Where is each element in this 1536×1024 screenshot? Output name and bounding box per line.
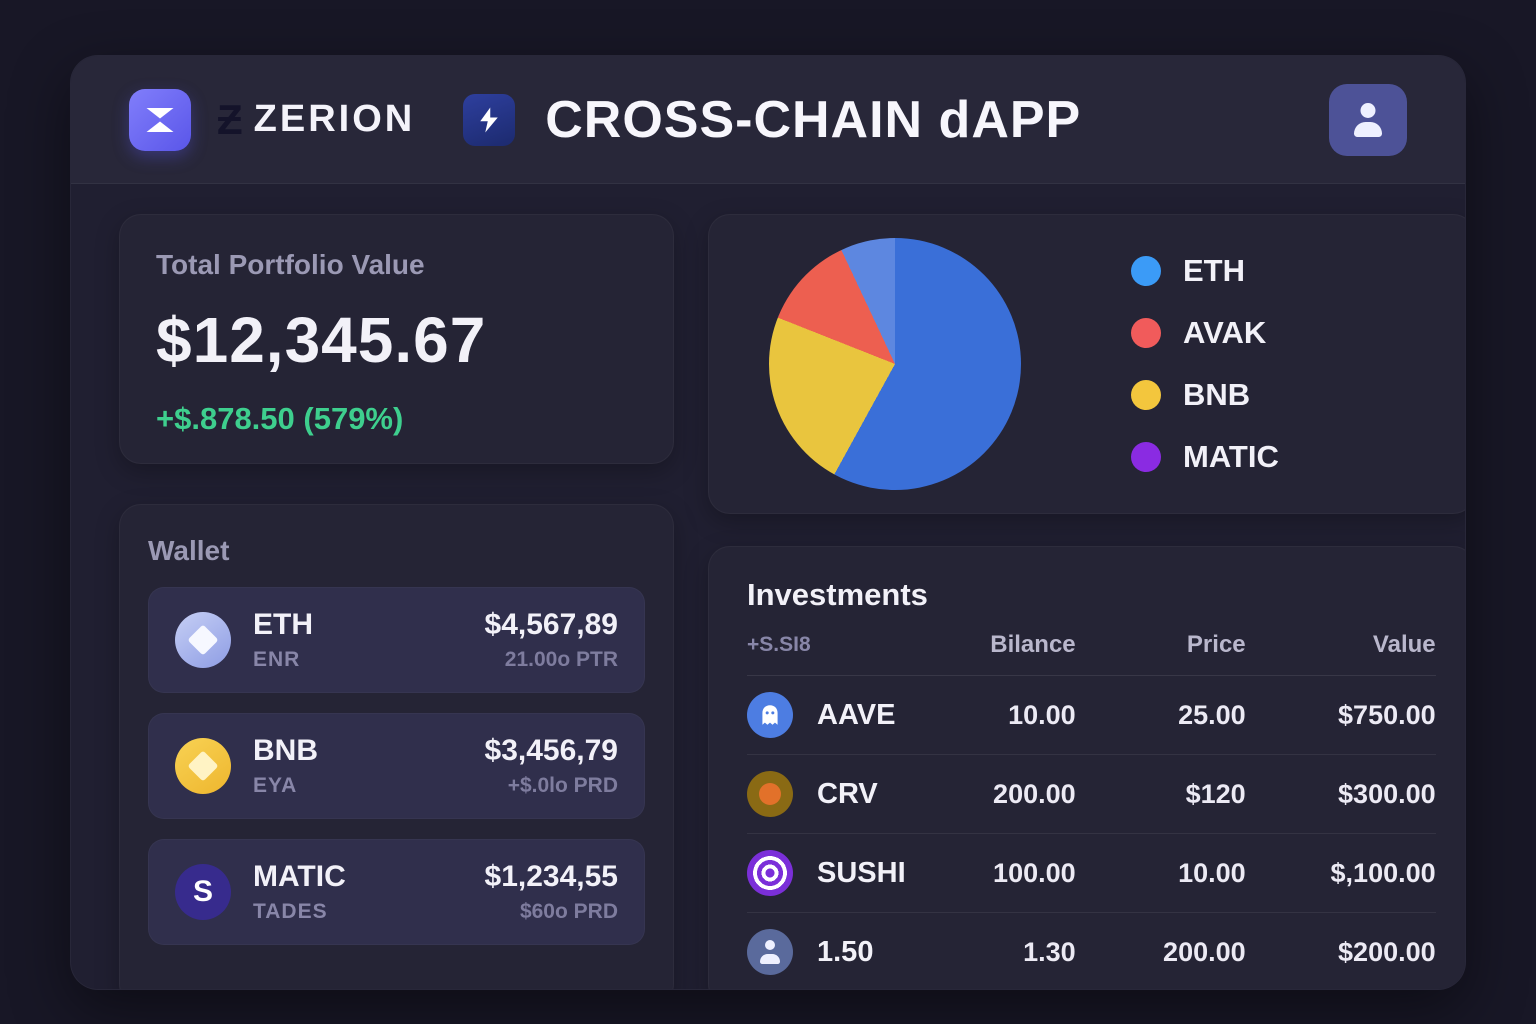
wallet-asset-values: $3,456,79 +$.0lo PRD (485, 734, 618, 798)
legend-dot (1131, 442, 1161, 472)
bnb-icon (175, 738, 231, 794)
wallet-value: $4,567,89 (484, 608, 618, 641)
app-window: Ƶ ZERION CROSS-CHAIN dAPP Total Portfoli… (70, 55, 1466, 990)
brand-name: Ƶ ZERION (217, 96, 415, 144)
user-asset-icon (747, 929, 793, 975)
asset-value: $300.00 (1338, 778, 1436, 809)
allocation-card: ETH AVAK BNB MATIC (708, 214, 1465, 514)
asset-balance: 100.00 (993, 857, 1076, 888)
dapp-logo-icon (463, 93, 516, 146)
portfolio-label: Total Portfolio Value (156, 249, 425, 280)
aave-icon (747, 692, 793, 738)
legend-dot (1131, 318, 1161, 348)
person-icon (758, 940, 782, 964)
sushi-icon (747, 850, 793, 896)
legend-dot (1131, 380, 1161, 410)
crv-icon (747, 771, 793, 817)
wallet-value-sub: +$.0lo PRD (507, 774, 618, 797)
brand-text: ZERION (253, 98, 416, 140)
column-header-balance: Bilance (990, 631, 1076, 658)
asset-cell: 1.50 (747, 929, 906, 975)
wallet-symbol-sub: ENR (253, 648, 301, 671)
legend-dot (1131, 256, 1161, 286)
wallet-symbol: BNB (253, 734, 318, 767)
portfolio-value: $12,345.67 (156, 304, 487, 376)
wallet-row-eth[interactable]: ETH ENR $4,567,89 21.00o PTR (148, 587, 645, 693)
investment-row-sushi[interactable]: SUSHI 100.00 10.00 $,100.00 (747, 834, 1436, 913)
asset-name: AAVE (817, 698, 896, 731)
portfolio-change: +$.878.50 (579%) (156, 401, 404, 436)
asset-price: 25.00 (1178, 699, 1246, 730)
page-title: CROSS-CHAIN dAPP (545, 90, 1082, 149)
investments-card: Investments +S.SI8 Bilance Price Value (708, 546, 1465, 989)
main-content: Total Portfolio Value $12,345.67 +$.878.… (71, 184, 1465, 989)
asset-name: CRV (817, 777, 878, 810)
asset-cell: AAVE (747, 692, 906, 738)
legend-label: MATIC (1183, 439, 1279, 474)
asset-cell: SUSHI (747, 850, 906, 896)
zerion-logo-icon (129, 88, 191, 151)
legend-label: AVAK (1183, 315, 1267, 350)
asset-name: 1.50 (817, 935, 874, 968)
legend-label: BNB (1183, 377, 1251, 412)
wallet-card: Wallet ETH ENR $4,567,89 21.00o PTR (119, 504, 674, 989)
pie-chart (769, 238, 1021, 490)
asset-price: 10.00 (1178, 857, 1246, 888)
wallet-asset-info: MATIC TADES (253, 860, 346, 924)
right-column: ETH AVAK BNB MATIC (708, 214, 1465, 989)
wallet-asset-info: BNB EYA (253, 734, 318, 798)
investments-title: Investments (747, 577, 928, 612)
wallet-symbol-sub: TADES (253, 900, 328, 923)
asset-balance: 10.00 (1008, 699, 1076, 730)
wallet-label: Wallet (148, 535, 230, 566)
wallet-asset-info: ETH ENR (253, 608, 313, 672)
legend-item-bnb: BNB (1131, 377, 1279, 413)
header: Ƶ ZERION CROSS-CHAIN dAPP (71, 56, 1465, 184)
asset-price: $120 (1185, 778, 1246, 809)
investment-row-aave[interactable]: AAVE 10.00 25.00 $750.00 (747, 676, 1436, 755)
asset-value: $200.00 (1338, 936, 1436, 967)
legend-label: ETH (1183, 253, 1245, 288)
column-header-value: Value (1372, 631, 1436, 658)
asset-price: 200.00 (1163, 936, 1246, 967)
portfolio-card: Total Portfolio Value $12,345.67 +$.878.… (119, 214, 674, 464)
z-mark-icon: Ƶ (217, 95, 246, 143)
column-header-price: Price (1186, 631, 1246, 658)
asset-cell: CRV (747, 771, 906, 817)
asset-name: SUSHI (817, 856, 906, 889)
investment-row-crv[interactable]: CRV 200.00 $120 $300.00 (747, 755, 1436, 834)
matic-icon: S (175, 864, 231, 920)
wallet-row-bnb[interactable]: BNB EYA $3,456,79 +$.0lo PRD (148, 713, 645, 819)
avatar-button[interactable] (1329, 83, 1407, 156)
wallet-asset-values: $4,567,89 21.00o PTR (485, 608, 618, 672)
investment-row-user[interactable]: 1.50 1.30 200.00 $200.00 (747, 913, 1436, 989)
wallet-row-matic[interactable]: S MATIC TADES $1,234,55 $60o PRD (148, 839, 645, 945)
pie-legend: ETH AVAK BNB MATIC (1131, 253, 1279, 475)
asset-balance: 200.00 (993, 778, 1076, 809)
eth-icon (175, 612, 231, 668)
wallet-symbol: ETH (253, 608, 313, 641)
legend-item-eth: ETH (1131, 253, 1279, 289)
asset-value: $,100.00 (1330, 857, 1436, 888)
investments-subtitle: +S.SI8 (747, 633, 811, 656)
investments-header-row: +S.SI8 Bilance Price Value (747, 631, 1436, 676)
legend-item-avak: AVAK (1131, 315, 1279, 351)
wallet-value-sub: $60o PRD (519, 900, 618, 923)
wallet-value-sub: 21.00o PTR (504, 648, 618, 671)
wallet-asset-values: $1,234,55 $60o PRD (485, 860, 618, 924)
wallet-value: $1,234,55 (484, 860, 618, 893)
wallet-symbol-sub: EYA (253, 774, 298, 797)
left-column: Total Portfolio Value $12,345.67 +$.878.… (119, 214, 674, 989)
user-icon (1351, 103, 1385, 137)
wallet-value: $3,456,79 (484, 734, 618, 767)
asset-value: $750.00 (1338, 699, 1436, 730)
legend-item-matic: MATIC (1131, 439, 1279, 475)
asset-balance: 1.30 (1023, 936, 1076, 967)
wallet-symbol: MATIC (253, 860, 346, 893)
